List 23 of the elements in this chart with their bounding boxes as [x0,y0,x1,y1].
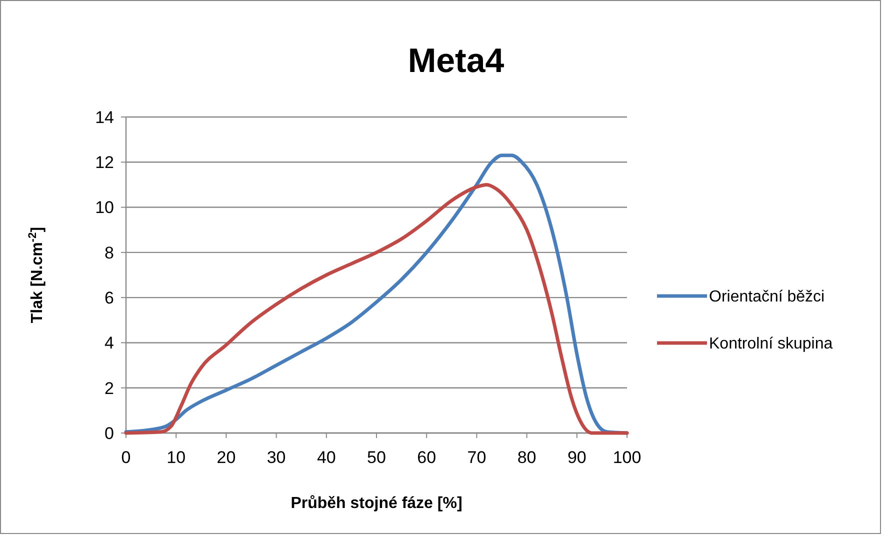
y-tick-label: 12 [95,153,114,172]
chart-title: Meta4 [408,42,504,80]
x-tick-label: 20 [216,448,236,467]
x-tick-label: 40 [316,448,336,467]
x-tick-label: 60 [417,448,436,467]
x-tick-label: 30 [266,448,286,467]
y-tick-label: 10 [95,198,114,218]
legend-label: Kontrolní skupina [709,336,833,353]
x-tick-label: 90 [567,448,586,467]
y-tick-label: 4 [104,334,114,353]
y-tick-label: 2 [104,378,114,398]
x-tick-label: 0 [121,448,131,467]
x-tick-label: 70 [467,448,486,467]
y-tick-label: 6 [104,288,114,308]
y-tick-label: 14 [95,108,114,127]
x-tick-label: 10 [166,448,186,467]
x-axis-title: Průběh stojné fáze [%] [290,495,462,512]
x-tick-label: 100 [612,448,642,467]
legend-label: Orientační běžci [709,288,825,306]
x-tick-label: 50 [367,448,386,467]
y-tick-label: 0 [104,424,114,443]
x-tick-label: 80 [517,448,536,467]
y-tick-label: 8 [104,243,114,262]
